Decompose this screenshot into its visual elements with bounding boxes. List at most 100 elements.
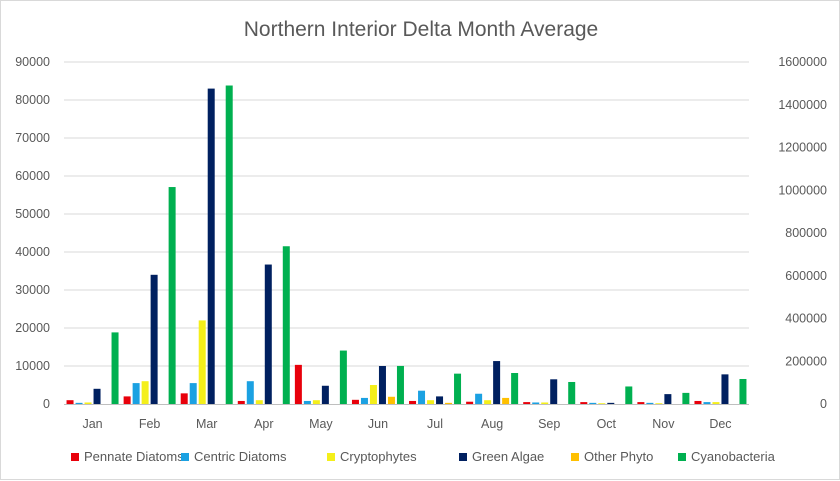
bar-cryptophytes-apr bbox=[255, 400, 263, 404]
bar-centric-diatoms-apr bbox=[246, 381, 254, 404]
x-tick-label: Dec bbox=[709, 417, 731, 431]
bar-green-algae-nov bbox=[664, 394, 672, 404]
bar-centric-diatoms-jul bbox=[418, 390, 426, 404]
bar-pennate-diatoms-jun bbox=[351, 399, 359, 404]
bar-pennate-diatoms-nov bbox=[637, 402, 645, 404]
x-tick-label: Mar bbox=[196, 417, 218, 431]
bar-green-algae-mar bbox=[207, 88, 215, 404]
y2-tick-label: 0 bbox=[820, 397, 827, 411]
bar-centric-diatoms-jan bbox=[75, 402, 83, 404]
bar-centric-diatoms-nov bbox=[646, 402, 654, 404]
bar-green-algae-dec bbox=[721, 374, 729, 404]
bar-cyanobacteria-sep bbox=[568, 381, 576, 404]
bar-cyanobacteria-nov bbox=[682, 392, 690, 404]
bar-cyanobacteria-oct bbox=[625, 386, 633, 404]
bar-pennate-diatoms-dec bbox=[694, 400, 702, 404]
legend: Pennate Diatoms Centric Diatoms Cryptophyt… bbox=[71, 449, 776, 464]
bar-cryptophytes-jan bbox=[84, 402, 92, 404]
bar-centric-diatoms-may bbox=[303, 400, 311, 404]
bar-pennate-diatoms-oct bbox=[580, 402, 588, 404]
bar-pennate-diatoms-mar bbox=[180, 393, 188, 404]
bar-centric-diatoms-aug bbox=[475, 393, 483, 404]
legend-label: Centric Diatoms bbox=[194, 449, 287, 464]
bar-cryptophytes-jul bbox=[427, 400, 435, 404]
legend-label: Green Algae bbox=[472, 449, 544, 464]
y-tick-label: 60000 bbox=[15, 169, 50, 183]
bar-green-algae-aug bbox=[493, 361, 501, 404]
bar-green-algae-may bbox=[321, 385, 329, 404]
bar-cryptophytes-jun bbox=[369, 385, 377, 404]
bar-cryptophytes-dec bbox=[712, 402, 720, 404]
x-tick-label: Oct bbox=[597, 417, 617, 431]
bar-cyanobacteria-jul bbox=[454, 373, 462, 404]
bar-green-algae-jan bbox=[93, 388, 101, 404]
bar-centric-diatoms-mar bbox=[189, 383, 197, 404]
bar-cyanobacteria-dec bbox=[739, 378, 747, 404]
y-tick-label: 10000 bbox=[15, 359, 50, 373]
y2-tick-label: 400000 bbox=[785, 312, 827, 326]
bar-cyanobacteria-mar bbox=[225, 85, 233, 404]
bar-cryptophytes-feb bbox=[141, 381, 149, 404]
x-tick-label: Aug bbox=[481, 417, 503, 431]
y-tick-label: 70000 bbox=[15, 131, 50, 145]
bar-cryptophytes-oct bbox=[598, 403, 606, 404]
bar-cyanobacteria-aug bbox=[511, 373, 519, 404]
y-tick-label: 50000 bbox=[15, 207, 50, 221]
y2-tick-label: 1000000 bbox=[778, 183, 827, 197]
chart-title: Northern Interior Delta Month Average bbox=[244, 18, 598, 41]
bar-centric-diatoms-dec bbox=[703, 402, 711, 404]
bar-other-phyto-aug bbox=[502, 397, 510, 404]
bars bbox=[66, 85, 747, 404]
bar-cryptophytes-mar bbox=[198, 320, 206, 404]
bar-pennate-diatoms-aug bbox=[466, 401, 474, 404]
bar-centric-diatoms-feb bbox=[132, 383, 140, 404]
bar-other-phyto-jun bbox=[387, 396, 395, 404]
x-tick-label: Jun bbox=[368, 417, 388, 431]
x-tick-label: Jul bbox=[427, 417, 443, 431]
bar-pennate-diatoms-sep bbox=[523, 402, 531, 404]
bar-centric-diatoms-oct bbox=[589, 402, 597, 404]
bar-cryptophytes-may bbox=[312, 400, 320, 404]
bar-centric-diatoms-sep bbox=[532, 402, 540, 404]
y-tick-label: 80000 bbox=[15, 93, 50, 107]
y-tick-label: 0 bbox=[43, 397, 50, 411]
bar-pennate-diatoms-jan bbox=[66, 400, 74, 404]
bar-green-algae-apr bbox=[264, 264, 272, 404]
bar-pennate-diatoms-feb bbox=[123, 396, 131, 404]
x-tick-label: Nov bbox=[652, 417, 675, 431]
legend-swatch bbox=[181, 453, 189, 461]
legend-label: Cyanobacteria bbox=[691, 449, 776, 464]
y2-tick-label: 1200000 bbox=[778, 141, 827, 155]
bar-other-phyto-jul bbox=[445, 402, 453, 404]
bar-green-algae-feb bbox=[150, 274, 158, 404]
y2-tick-label: 1400000 bbox=[778, 98, 827, 112]
y2-tick-label: 200000 bbox=[785, 354, 827, 368]
axes: 0 10000 20000 30000 40000 50000 60000 70000 8000… bbox=[15, 55, 827, 431]
bar-green-algae-sep bbox=[550, 379, 558, 404]
y-tick-label: 40000 bbox=[15, 245, 50, 259]
y2-tick-label: 800000 bbox=[785, 226, 827, 240]
bar-cyanobacteria-jun bbox=[396, 365, 404, 404]
bar-cryptophytes-sep bbox=[541, 402, 549, 404]
bar-cyanobacteria-apr bbox=[282, 246, 290, 404]
legend-label: Pennate Diatoms bbox=[84, 449, 184, 464]
x-tick-label: May bbox=[309, 417, 333, 431]
bar-pennate-diatoms-may bbox=[294, 364, 302, 404]
gridlines bbox=[64, 61, 749, 367]
legend-swatch bbox=[678, 453, 686, 461]
y-tick-label: 20000 bbox=[15, 321, 50, 335]
bar-centric-diatoms-jun bbox=[360, 397, 368, 404]
y2-tick-label: 600000 bbox=[785, 269, 827, 283]
legend-swatch bbox=[71, 453, 79, 461]
bar-green-algae-jul bbox=[436, 396, 444, 404]
bar-green-algae-oct bbox=[607, 402, 615, 404]
legend-swatch bbox=[459, 453, 467, 461]
y-tick-label: 90000 bbox=[15, 55, 50, 69]
y2-tick-label: 1600000 bbox=[778, 55, 827, 69]
x-tick-label: Feb bbox=[139, 417, 161, 431]
legend-swatch bbox=[327, 453, 335, 461]
bar-green-algae-jun bbox=[378, 366, 386, 404]
legend-label: Cryptophytes bbox=[340, 449, 417, 464]
